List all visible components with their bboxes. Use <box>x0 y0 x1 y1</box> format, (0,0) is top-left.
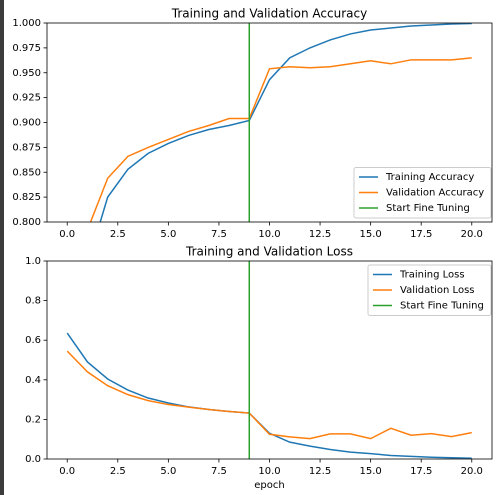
x-tick-label: 5.0 <box>160 466 176 477</box>
y-tick-label: 0.6 <box>25 335 41 346</box>
x-tick-label: 20.0 <box>461 229 483 240</box>
legend-box <box>353 167 492 219</box>
x-tick-label: 7.5 <box>211 229 227 240</box>
series-line <box>66 350 472 440</box>
plot-area <box>66 261 472 459</box>
x-tick-label: 7.5 <box>211 466 227 477</box>
series-line <box>66 332 472 459</box>
legend-label: Start Fine Tuning <box>400 301 484 312</box>
x-tick-label: 10.0 <box>258 229 280 240</box>
y-tick-label: 0.950 <box>12 68 41 79</box>
legend-box <box>367 264 492 316</box>
y-tick-label: 0.925 <box>12 93 41 104</box>
x-tick-label: 0.0 <box>59 229 75 240</box>
window-edge <box>0 0 4 495</box>
y-tick-label: 0.800 <box>12 217 41 228</box>
y-tick-label: 0.8 <box>25 296 41 307</box>
y-tick-label: 0.825 <box>12 192 41 203</box>
x-tick-label: 15.0 <box>360 229 382 240</box>
x-tick-label: 0.0 <box>59 466 75 477</box>
x-tick-label: 15.0 <box>360 466 382 477</box>
x-tick-label: 12.5 <box>309 466 331 477</box>
y-tick-label: 0.975 <box>12 43 41 54</box>
x-tick-label: 5.0 <box>160 229 176 240</box>
x-tick-label: 17.5 <box>410 229 432 240</box>
chart-title: Training and Validation Loss <box>185 245 353 259</box>
y-tick-label: 0.850 <box>12 167 41 178</box>
chart-title: Training and Validation Accuracy <box>171 7 367 21</box>
series-line <box>89 57 472 222</box>
series-line <box>99 23 472 222</box>
axes-frame <box>46 22 493 223</box>
x-tick-label: 2.5 <box>110 466 126 477</box>
x-tick-label: 17.5 <box>410 466 432 477</box>
legend-label: Validation Accuracy <box>386 188 484 199</box>
legend-label: Training Accuracy <box>385 172 474 183</box>
axes-frame <box>46 260 493 460</box>
legend: Training Loss Validation Loss Start Fine T… <box>367 264 492 316</box>
y-tick-label: 0.4 <box>25 375 41 386</box>
x-tick-label: 12.5 <box>309 229 331 240</box>
legend: Training Accuracy Validation Accuracy Star… <box>353 167 492 219</box>
y-tick-label: 0.2 <box>25 414 41 425</box>
x-axis-label: epoch <box>254 480 284 491</box>
y-tick-label: 1.0 <box>25 256 41 267</box>
x-tick-label: 20.0 <box>461 466 483 477</box>
legend-label: Training Loss <box>399 270 465 281</box>
plot-area <box>89 23 472 222</box>
y-tick-label: 1.000 <box>12 18 41 29</box>
y-tick-label: 0.0 <box>25 454 41 465</box>
legend-label: Start Fine Tuning <box>386 203 470 214</box>
y-tick-label: 0.900 <box>12 118 41 129</box>
y-tick-label: 0.875 <box>12 142 41 153</box>
x-tick-label: 2.5 <box>110 229 126 240</box>
legend-label: Validation Loss <box>400 285 475 296</box>
x-tick-label: 10.0 <box>258 466 280 477</box>
